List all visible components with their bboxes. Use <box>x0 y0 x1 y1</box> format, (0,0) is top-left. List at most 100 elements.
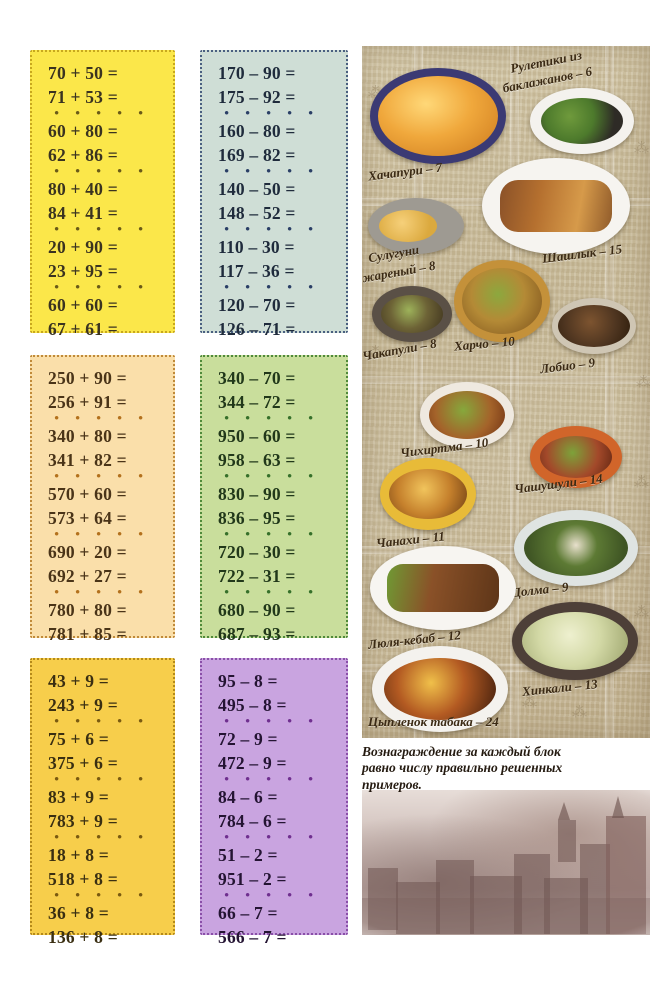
expression: 570 + 60 = <box>48 484 127 504</box>
separator-dots: • • • • • <box>54 527 150 543</box>
expression: 67 + 61 = <box>48 318 118 339</box>
separator-dots: • • • • • <box>224 527 320 543</box>
expression: 110 – 30 = <box>218 237 295 257</box>
separator-dots: • • • • • <box>54 830 150 846</box>
separator-dots: • • • • • <box>224 164 320 180</box>
expression: 136 + 8 = <box>48 926 118 947</box>
math-block-peach[interactable]: 250 + 90 = 256 + 91 = • • • • • 340 + 80… <box>30 355 175 642</box>
caption-kharcho: Харчо – 10 <box>453 333 516 354</box>
expression: 95 – 8 = <box>218 671 278 691</box>
expression: 71 + 53 = <box>48 86 118 107</box>
dish-suluguni <box>368 198 464 254</box>
expression: 84 – 6 = <box>218 787 278 807</box>
expression: 340 + 80 = <box>48 426 127 446</box>
expression: 830 – 90 = <box>218 484 296 504</box>
math-block-green[interactable]: 340 – 70 = 344 – 72 = • • • • • 950 – 60… <box>200 355 348 642</box>
expression: 70 + 50 = <box>48 63 118 83</box>
expression: 169 – 82 = <box>218 144 296 165</box>
expression: 126 – 71 = <box>218 318 296 339</box>
math-block-teal[interactable]: 170 – 90 = 175 – 92 = • • • • • 160 – 80… <box>200 50 348 337</box>
expression: 690 + 20 = <box>48 542 127 562</box>
expression: 950 – 60 = <box>218 426 296 446</box>
separator-dots: • • • • • <box>54 106 150 122</box>
separator-dots: • • • • • <box>54 222 150 238</box>
dish-khachapuri <box>370 68 506 164</box>
dish-kharcho <box>454 260 550 342</box>
separator-dots: • • • • • <box>224 888 320 904</box>
dish-eggplant-rolls <box>530 88 634 154</box>
expression: 375 + 6 = <box>48 752 118 773</box>
expression: 518 + 8 = <box>48 868 118 889</box>
expression: 951 – 2 = <box>218 868 287 889</box>
expression: 62 + 86 = <box>48 144 118 165</box>
expression: 23 + 95 = <box>48 260 118 281</box>
menu-photo-panel: ⁂ ⁂ ⁂ ⁂ ⁂ ⁂ ⁂ ⁂ Хачапури – 7 Рулетики из… <box>362 46 650 738</box>
separator-dots: • • • • • <box>224 106 320 122</box>
expression: 573 + 64 = <box>48 507 127 528</box>
expression: 80 + 40 = <box>48 179 118 199</box>
separator-dots: • • • • • <box>224 222 320 238</box>
expression: 36 + 8 = <box>48 903 109 923</box>
separator-dots: • • • • • <box>54 469 150 485</box>
cloth-seam <box>414 46 423 738</box>
expression: 256 + 91 = <box>48 391 127 412</box>
caption-lobio: Лобио – 9 <box>539 354 596 377</box>
expression: 495 – 8 = <box>218 694 287 715</box>
reward-note: Вознаграждение за каждый блок равно числ… <box>362 744 650 793</box>
caption-dolma: Долма – 9 <box>511 579 570 600</box>
expression: 780 + 80 = <box>48 600 127 620</box>
cloth-motif-icon: ⁂ <box>634 605 649 621</box>
caption-khachapuri: Хачапури – 7 <box>367 159 443 184</box>
expression: 784 – 6 = <box>218 810 287 831</box>
cloth-seam <box>362 664 650 672</box>
expression: 722 – 31 = <box>218 565 296 586</box>
cloth-seam <box>510 46 519 738</box>
expression: 720 – 30 = <box>218 542 296 562</box>
dish-lobio <box>552 298 636 354</box>
expression: 117 – 36 = <box>218 260 295 281</box>
cloth-seam <box>362 376 650 384</box>
math-block-gold[interactable]: 43 + 9 = 243 + 9 = • • • • • 75 + 6 = 37… <box>30 658 175 945</box>
old-city-engraving <box>362 790 650 935</box>
expression: 66 – 7 = <box>218 903 278 923</box>
expression: 18 + 8 = <box>48 845 109 865</box>
expression: 250 + 90 = <box>48 368 127 388</box>
separator-dots: • • • • • <box>224 469 320 485</box>
separator-dots: • • • • • <box>224 280 320 296</box>
expression: 344 – 72 = <box>218 391 296 412</box>
expression: 72 – 9 = <box>218 729 278 749</box>
expression: 148 – 52 = <box>218 202 296 223</box>
expression-list: 70 + 50 = 71 + 53 = • • • • • 60 + 80 = … <box>48 62 173 341</box>
caption-tabaka-chicken: Цыпленок табака – 24 <box>368 714 499 729</box>
cloth-seam <box>362 546 650 554</box>
separator-dots: • • • • • <box>54 411 150 427</box>
dish-chanakhi <box>380 458 476 530</box>
dish-chashushuli <box>530 426 622 488</box>
expression: 472 – 9 = <box>218 752 287 773</box>
dish-dolma <box>514 510 638 586</box>
reward-line-1: Вознаграждение за каждый блок <box>362 744 561 759</box>
expression: 140 – 50 = <box>218 179 296 199</box>
expression: 692 + 27 = <box>48 565 127 586</box>
dish-chakapuli <box>372 286 452 342</box>
reward-line-3: примеров. <box>362 776 422 792</box>
separator-dots: • • • • • <box>54 714 150 730</box>
math-block-yellow[interactable]: 70 + 50 = 71 + 53 = • • • • • 60 + 80 = … <box>30 50 175 337</box>
expression-list: 43 + 9 = 243 + 9 = • • • • • 75 + 6 = 37… <box>48 670 173 949</box>
cloth-seam <box>605 46 614 738</box>
separator-dots: • • • • • <box>224 830 320 846</box>
expression: 170 – 90 = <box>218 63 296 83</box>
expression-list: 95 – 8 = 495 – 8 = • • • • • 72 – 9 = 47… <box>218 670 346 949</box>
expression: 566 – 7 = <box>218 926 287 947</box>
expression: 781 + 85 = <box>48 623 127 644</box>
expression: 243 + 9 = <box>48 694 118 715</box>
dish-chikhirtma <box>420 382 514 448</box>
dish-tabaka-chicken <box>372 646 508 732</box>
expression: 84 + 41 = <box>48 202 118 223</box>
expression: 341 + 82 = <box>48 449 127 470</box>
cloth-motif-icon: ⁂ <box>634 141 649 157</box>
reward-line-2: равно числу правильно решенных <box>362 760 563 776</box>
expression: 51 – 2 = <box>218 845 278 865</box>
math-block-purple[interactable]: 95 – 8 = 495 – 8 = • • • • • 72 – 9 = 47… <box>200 658 348 945</box>
dish-khinkali <box>512 602 638 680</box>
